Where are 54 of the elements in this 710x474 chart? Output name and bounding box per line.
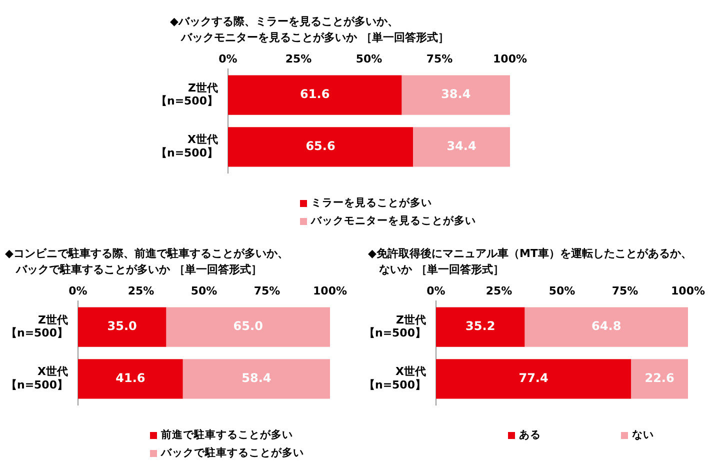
x-tick-label: 0%: [218, 52, 238, 66]
bar: [631, 359, 688, 399]
bar: [413, 127, 510, 167]
legend-label: 前進で駐車することが多い: [161, 428, 293, 442]
x-tick-label: 50%: [356, 52, 382, 66]
x-tick-label: 25%: [128, 284, 154, 298]
x-tick-label: 0%: [426, 284, 446, 298]
y-tick-label: X世代【n=500】: [364, 365, 426, 392]
x-tick-label: 75%: [254, 284, 280, 298]
chart-title: ◆バックする際、ミラーを見ることが多いか、バックモニターを見ることが多いか ［単一回答形式］: [170, 14, 450, 46]
x-tick-label: 100%: [493, 52, 527, 66]
y-tick-label: X世代【n=500】: [6, 365, 68, 392]
x-tick-label: 75%: [612, 284, 638, 298]
x-tick-label: 25%: [285, 52, 312, 66]
x-tick-label: 50%: [548, 284, 576, 298]
legend-label: ない: [632, 428, 654, 442]
bar: [436, 359, 632, 399]
data-label: 41.6: [116, 371, 146, 386]
y-tick-label: Z世代【n=500】: [364, 313, 426, 340]
data-label: 64.8: [592, 319, 622, 334]
x-tick-label: 75%: [426, 52, 453, 66]
data-label: 35.0: [107, 319, 137, 334]
chart-title: ◆免許取得後にマニュアル車（MT車）を運転したことがあるか、ないか ［単一回答形式］: [368, 246, 693, 278]
data-label: 61.6: [300, 87, 330, 102]
legend-label: バックモニターを見ることが多い: [311, 214, 476, 228]
x-tick-label: 100%: [671, 284, 705, 298]
legend-label: ミラーを見ることが多い: [311, 196, 432, 210]
x-tick-label: 50%: [190, 284, 218, 298]
bar: [78, 307, 166, 347]
bar: [228, 75, 402, 115]
x-tick-label: 100%: [313, 284, 347, 298]
bar: [436, 307, 525, 347]
bar: [166, 307, 330, 347]
data-label: 35.2: [466, 319, 496, 334]
bar: [402, 75, 510, 115]
x-tick-label: 0%: [68, 284, 88, 298]
y-tick-label: Z世代【n=500】: [156, 81, 218, 108]
data-label: 38.4: [441, 87, 471, 102]
chart-title: ◆コンビニで駐車する際、前進で駐車することが多いか、バックで駐車することが多いか ［単一回答形式］: [5, 246, 290, 278]
bar: [228, 127, 413, 167]
data-label: 34.4: [446, 139, 476, 154]
data-label: 58.4: [242, 371, 272, 386]
data-label: 65.6: [306, 139, 336, 154]
y-tick-label: X世代【n=500】: [156, 133, 218, 160]
data-label: 65.0: [233, 319, 263, 334]
x-tick-label: 25%: [486, 284, 512, 298]
legend-label: ある: [519, 428, 541, 442]
legend-label: バックで駐車することが多い: [161, 446, 304, 460]
bar: [182, 359, 330, 399]
bar: [78, 359, 183, 399]
data-label: 22.6: [644, 371, 674, 386]
bar: [524, 307, 688, 347]
y-tick-label: Z世代【n=500】: [6, 313, 68, 340]
data-label: 77.4: [518, 371, 548, 386]
